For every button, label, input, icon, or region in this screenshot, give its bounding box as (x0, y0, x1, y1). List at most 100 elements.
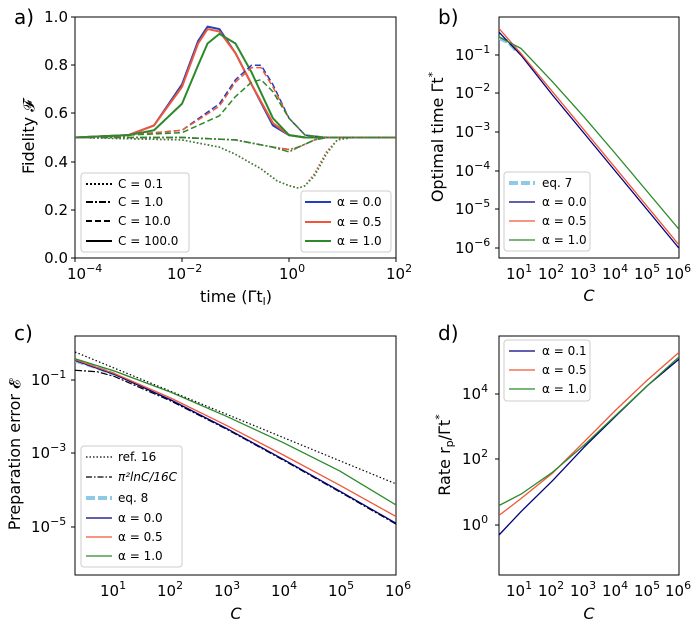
b-xtick-0: 101 (506, 262, 532, 283)
legend-c-3: α = 0.0 (118, 511, 163, 525)
b-xtick-5: 106 (665, 262, 691, 283)
d-xtick-4: 105 (634, 579, 660, 600)
series-b-1 (499, 31, 679, 249)
panel-b-series (499, 28, 679, 249)
legend-c-4: α = 0.5 (118, 530, 163, 544)
series-a-5 (75, 78, 396, 139)
series-c-1 (75, 369, 396, 525)
d-xtick-0: 101 (506, 579, 532, 600)
panel-d-series (499, 351, 679, 536)
legend-a-style-1: C = 1.0 (118, 195, 163, 209)
legend-b: eq. 7 α = 0.0 α = 0.5 α = 1.0 (503, 171, 591, 252)
d-xtick-1: 102 (538, 579, 564, 600)
a-xtick-0: 10−4 (67, 262, 102, 283)
a-xtick-1: 10−2 (167, 262, 202, 283)
a-ytick-4: 0.8 (44, 56, 68, 74)
legend-a-alpha-0: α = 0.0 (337, 195, 382, 209)
series-b-2 (499, 28, 679, 246)
panel-d-x-ticks: 101 102 103 104 105 106 (506, 579, 691, 600)
panel-d-letter: d) (438, 321, 459, 345)
c-ylabel: Preparation error 𝓔 (5, 378, 24, 530)
c-xlabel: C (230, 604, 242, 623)
d-ytick-0: 104 (462, 382, 488, 403)
b-ylabel: Optimal time Γt* (426, 71, 447, 202)
legend-a-style: C = 0.1 C = 1.0 C = 10.0 C = 100.0 (80, 172, 190, 253)
panel-b-frame (498, 16, 680, 259)
b-ytick-0: 10−1 (455, 43, 490, 64)
d-xlabel: C (583, 604, 595, 623)
legend-b-1: α = 0.0 (542, 195, 587, 209)
panel-c-series (75, 351, 396, 525)
b-ytick-3: 10−4 (455, 159, 490, 180)
legend-a-style-3: C = 100.0 (118, 234, 178, 248)
d-xtick-2: 103 (570, 579, 596, 600)
series-a-3 (75, 64, 396, 139)
series-c-0 (75, 351, 396, 485)
panel-c-x-ticks: 101 102 103 104 105 106 (100, 579, 411, 600)
d-xtick-3: 104 (602, 579, 628, 600)
panel-a-series (75, 25, 396, 189)
a-xtick-2: 100 (279, 262, 305, 283)
legend-a-style-2: C = 10.0 (118, 214, 171, 228)
b-xtick-4: 105 (634, 262, 660, 283)
b-xtick-1: 102 (538, 262, 564, 283)
panel-a-y-ticks: 0.0 0.2 0.4 0.6 0.8 1.0 (44, 8, 75, 267)
panel-a-x-ticks: 10−4 10−2 100 102 (67, 258, 412, 283)
series-a-8 (75, 136, 396, 153)
legend-c-1: π²lnC/16C (118, 470, 178, 484)
panel-d-y-ticks: 104 102 100 (462, 382, 499, 534)
legend-b-2: α = 0.5 (542, 214, 587, 228)
d-ytick-2: 100 (462, 513, 488, 534)
panel-b-x-ticks: 101 102 103 104 105 106 (506, 262, 691, 283)
legend-d-2: α = 1.0 (542, 382, 587, 396)
series-c-4 (75, 359, 396, 518)
panel-d-frame (498, 335, 680, 576)
legend-d-1: α = 0.5 (542, 363, 587, 377)
legend-c-5: α = 1.0 (118, 549, 163, 563)
series-a-2 (75, 32, 396, 139)
legend-b-0: eq. 7 (542, 176, 572, 190)
c-ytick-0: 10−1 (31, 368, 66, 389)
series-a-4 (75, 66, 396, 139)
panel-b-letter: b) (438, 5, 459, 29)
series-a-11 (75, 136, 396, 189)
panel-c-y-ticks: 10−1 10−3 10−5 (31, 368, 75, 536)
legend-a-style-0: C = 0.1 (118, 177, 163, 191)
series-d-1 (499, 351, 679, 516)
legend-c-2: eq. 8 (118, 491, 148, 505)
c-xtick-5: 106 (385, 579, 411, 600)
series-d-2 (499, 356, 679, 507)
series-c-3 (75, 359, 396, 524)
panel-a-letter: a) (14, 5, 34, 29)
series-b-3 (499, 36, 679, 230)
a-xlabel: time (Γtl) (200, 287, 272, 308)
a-xtick-3: 102 (386, 262, 412, 283)
d-ylabel: Rate rp/Γt* (433, 414, 456, 496)
a-ytick-3: 0.6 (44, 104, 68, 122)
legend-c-0: ref. 16 (118, 450, 156, 464)
b-xtick-3: 104 (602, 262, 628, 283)
panel-c-frame (74, 335, 397, 576)
c-xtick-1: 102 (157, 579, 183, 600)
a-ylabel: Fidelity 𝓕 (19, 97, 38, 174)
legend-a-alpha-1: α = 0.5 (337, 215, 382, 229)
legend-d-0: α = 0.1 (542, 344, 587, 358)
c-xtick-0: 101 (100, 579, 126, 600)
legend-a-alpha-2: α = 1.0 (337, 234, 382, 248)
b-ytick-4: 10−5 (455, 197, 490, 218)
b-xtick-2: 103 (570, 262, 596, 283)
c-xtick-2: 103 (214, 579, 240, 600)
d-xtick-5: 106 (665, 579, 691, 600)
a-ytick-2: 0.4 (44, 153, 68, 171)
b-ytick-1: 10−2 (455, 81, 490, 102)
legend-b-3: α = 1.0 (542, 233, 587, 247)
a-ytick-1: 0.2 (44, 201, 68, 219)
d-ytick-1: 102 (462, 447, 488, 468)
c-xtick-4: 105 (328, 579, 354, 600)
panel-c-letter: c) (14, 321, 33, 345)
b-xlabel: C (583, 286, 595, 305)
legend-d: α = 0.1 α = 0.5 α = 1.0 (503, 339, 591, 402)
c-xtick-3: 104 (271, 579, 297, 600)
c-ytick-1: 10−3 (31, 441, 66, 462)
